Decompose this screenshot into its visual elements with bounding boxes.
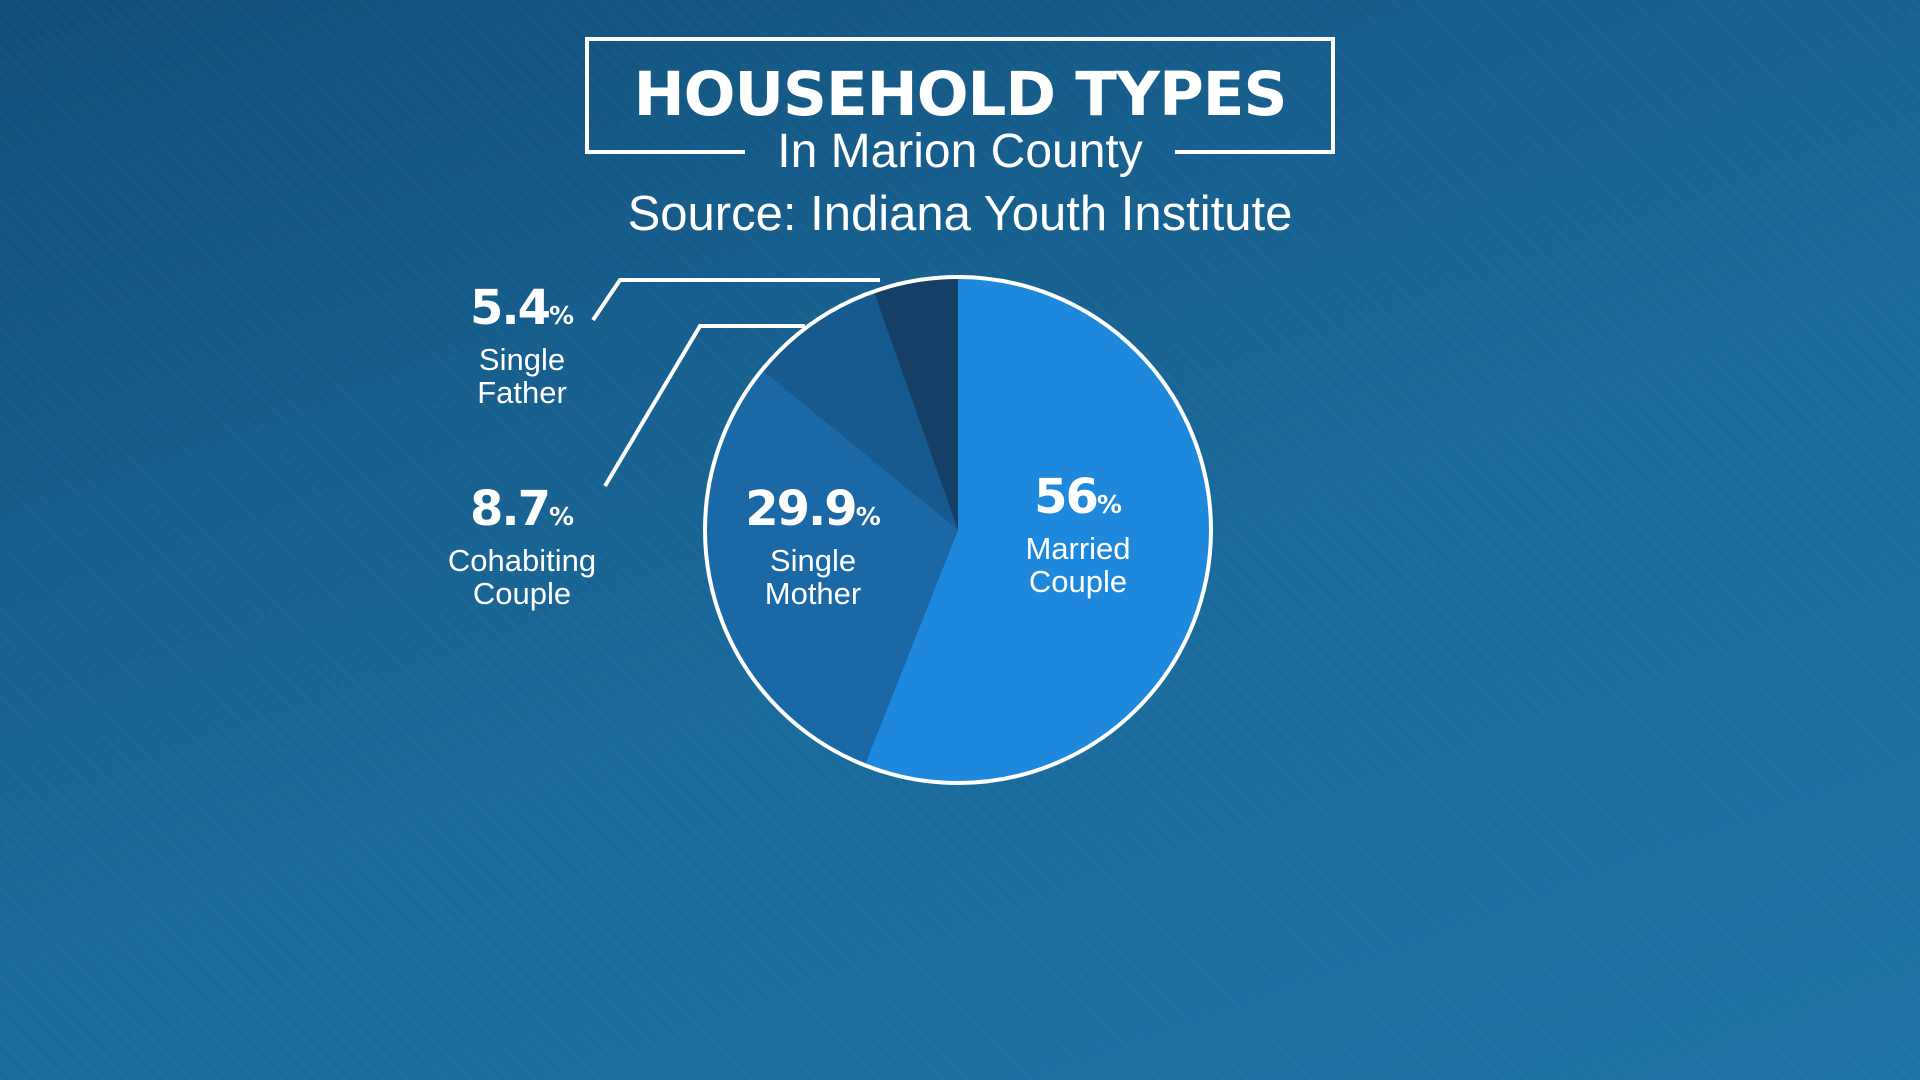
pie-slice-married-couple (864, 277, 1211, 784)
chart-subtitle: In Marion County (777, 125, 1143, 178)
percent-sign: % (1096, 490, 1122, 519)
slice-label-single-mother: 29.9% Single Mother (745, 482, 881, 610)
percent-sign: % (548, 502, 575, 531)
leader-lines (591, 278, 880, 488)
slice-name-line: Married (1025, 531, 1131, 566)
leader-line-cohabiting-couple (603, 324, 805, 488)
slice-name-line: Single (478, 342, 566, 377)
slice-value-single-mother: 29.9% (745, 482, 881, 544)
slice-name-line: Mother (764, 576, 862, 611)
percent-sign: % (548, 301, 575, 330)
leader-line-single-father (591, 278, 880, 322)
pie-slice-cohabiting-couple (762, 291, 958, 530)
slice-label-single-father: 5.4% Single Father (470, 281, 574, 409)
pie-slice-single-father (873, 277, 958, 530)
slice-value-cohabiting-couple: 8.7% (448, 482, 596, 544)
slice-name-line: Cohabiting (447, 543, 597, 578)
title-frame-bottom-left (585, 150, 745, 154)
slice-value-number: 5.4 (469, 280, 551, 336)
slice-name-line: Father (477, 375, 567, 410)
slice-value-married-couple: 56% (1025, 470, 1130, 532)
slice-value-single-father: 5.4% (470, 281, 574, 343)
slice-value-number: 56 (1034, 469, 1099, 525)
slice-name-line: Couple (472, 576, 572, 611)
pie-slice-single-mother (704, 369, 958, 766)
slice-name-line: Single (769, 543, 857, 578)
title-frame (585, 37, 1335, 154)
chart-source: Source: Indiana Youth Institute (627, 187, 1293, 241)
slice-label-cohabiting-couple: 8.7% Cohabiting Couple (448, 482, 596, 610)
slice-name-line: Couple (1028, 564, 1128, 599)
slice-value-number: 29.9 (745, 481, 857, 537)
pie-outline (703, 275, 1213, 785)
pie-slices (704, 277, 1211, 784)
percent-sign: % (855, 502, 881, 531)
title-frame-bottom-right (1175, 150, 1335, 154)
slice-label-married-couple: 56% Married Couple (1025, 470, 1130, 598)
chart-title: HOUSEHOLD TYPES (633, 59, 1288, 130)
slice-value-number: 8.7 (469, 481, 551, 537)
